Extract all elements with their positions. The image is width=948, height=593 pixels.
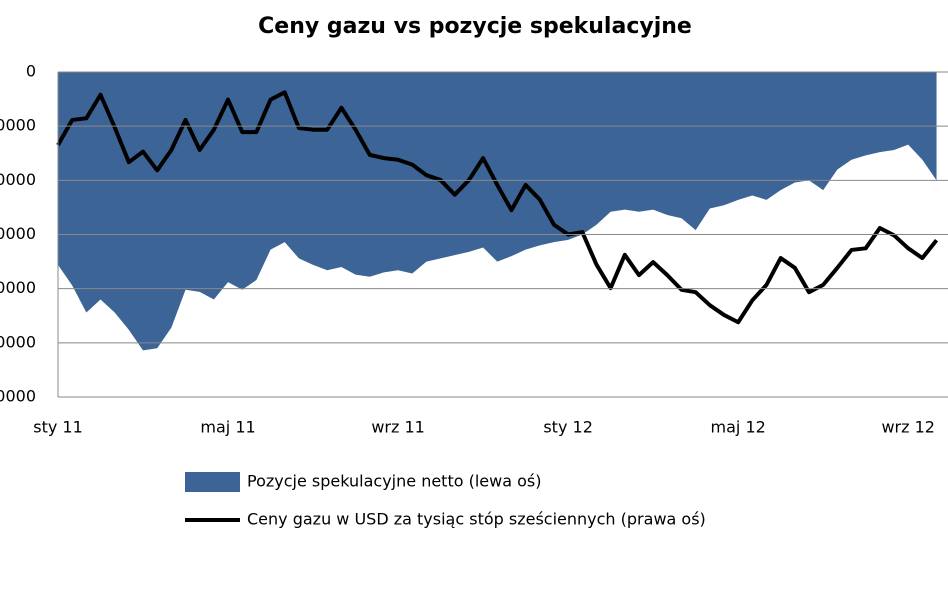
y-tick-label: 0 bbox=[26, 62, 36, 81]
y-tick-label: 0000 bbox=[0, 224, 36, 243]
x-tick-label: sty 12 bbox=[543, 418, 593, 437]
x-tick-label: wrz 11 bbox=[371, 418, 425, 437]
legend-label: Pozycje spekulacyjne netto (lewa oś) bbox=[247, 472, 541, 491]
y-tick-label: 0000 bbox=[0, 387, 36, 406]
legend-label: Ceny gazu w USD za tysiąc stóp sześcienn… bbox=[247, 510, 706, 529]
x-tick-label: sty 11 bbox=[33, 418, 83, 437]
x-tick-label: wrz 12 bbox=[881, 418, 935, 437]
chart-title: Ceny gazu vs pozycje spekulacyjne bbox=[258, 14, 692, 39]
y-tick-label: 0000 bbox=[0, 332, 36, 351]
legend-swatch bbox=[185, 472, 240, 492]
x-tick-label: maj 12 bbox=[711, 418, 766, 437]
price-line bbox=[56, 90, 939, 325]
x-tick-label: maj 11 bbox=[200, 418, 255, 437]
position-area bbox=[58, 72, 937, 351]
y-tick-label: 0000 bbox=[0, 170, 36, 189]
y-tick-label: 0000 bbox=[0, 278, 36, 297]
y-tick-label: 0000 bbox=[0, 116, 36, 135]
